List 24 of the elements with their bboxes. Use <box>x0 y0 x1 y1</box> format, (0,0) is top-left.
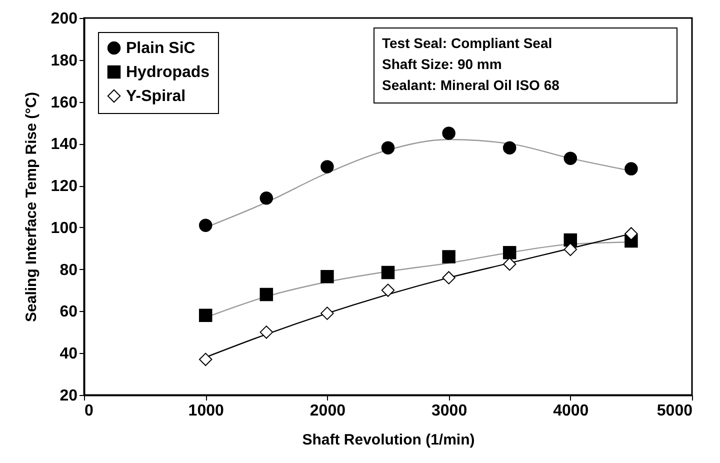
y-tick-label: 180 <box>50 52 78 70</box>
y-tick-label: 100 <box>50 220 78 237</box>
legend-label: Hydropads <box>126 64 210 81</box>
x-tick-label: 3000 <box>432 402 468 420</box>
x-tick-label: 1000 <box>188 402 224 420</box>
legend-label: Plain SiC <box>126 40 196 57</box>
y-tick-label: 160 <box>50 94 78 112</box>
y-tick-label: 20 <box>60 388 78 404</box>
y-tick-label: 120 <box>50 178 78 196</box>
annotation: Shaft Size: 90 mm <box>382 56 502 72</box>
annotation: Test Seal: Compliant Seal <box>382 35 552 51</box>
y-tick-label: 40 <box>60 346 78 363</box>
x-tick-label: 0 <box>84 402 94 420</box>
x-tick-label: 2000 <box>310 402 346 420</box>
x-axis-title: Shaft Revolution (1/min) <box>302 432 475 448</box>
y-tick-label: 200 <box>50 10 78 28</box>
x-tick-label: 4000 <box>553 402 589 420</box>
y-tick-label: 140 <box>50 136 78 154</box>
y-axis-title: Sealing Interface Temp Rise (°C) <box>22 92 40 322</box>
x-tick-label: 5000 <box>656 402 693 420</box>
annotation: Sealant: Mineral Oil ISO 68 <box>382 77 560 93</box>
y-tick-label: 60 <box>60 304 78 321</box>
y-tick-label: 80 <box>60 262 78 279</box>
legend-label: Y-Spiral <box>126 88 186 105</box>
